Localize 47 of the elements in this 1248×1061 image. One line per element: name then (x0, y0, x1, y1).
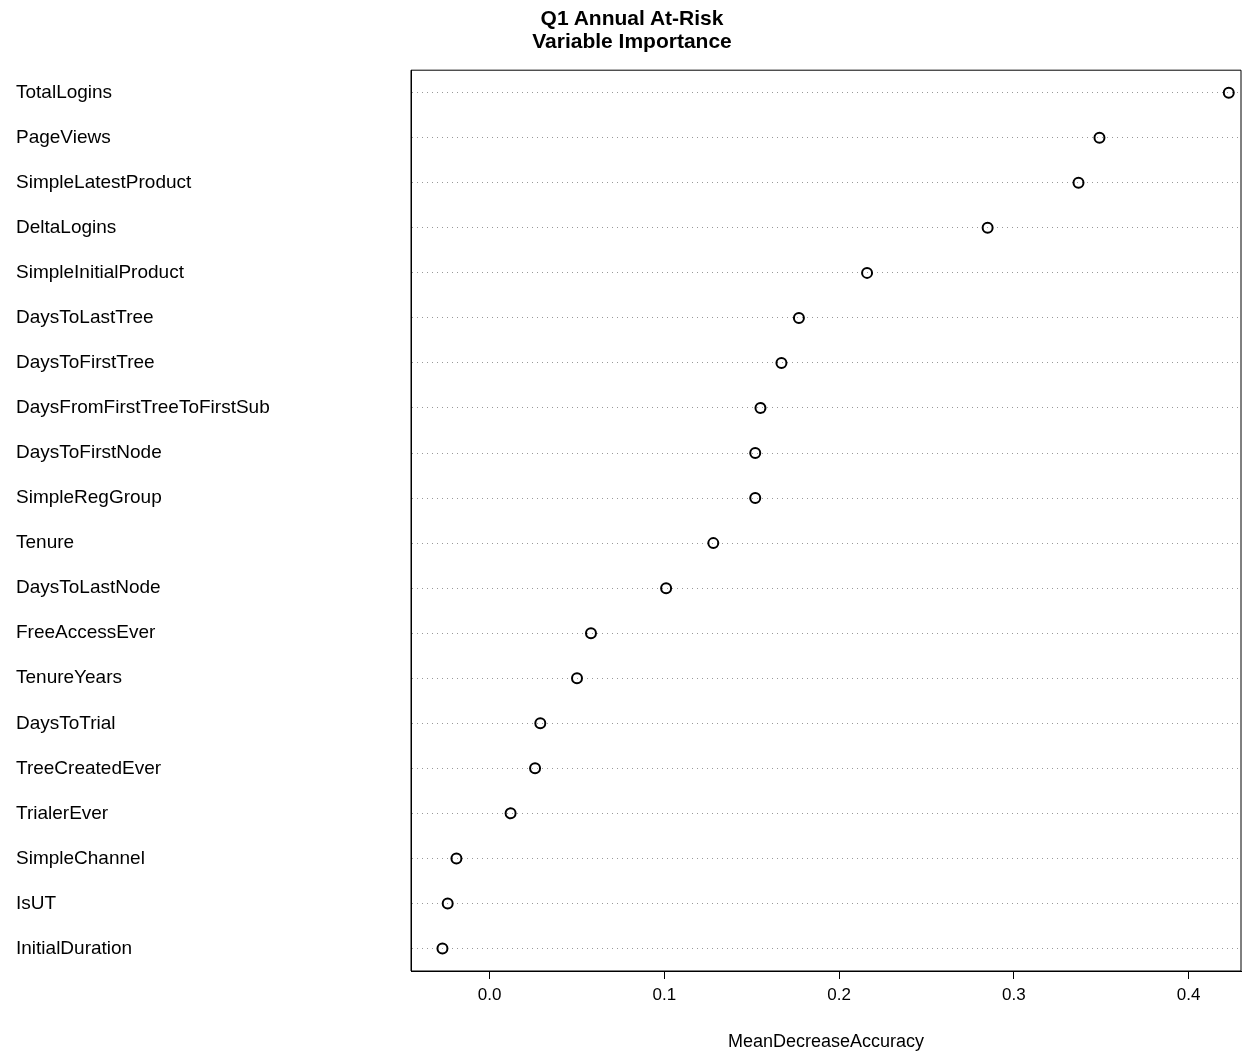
y-tick-label: SimpleLatestProduct (16, 171, 193, 193)
y-tick-label: Tenure (16, 531, 75, 553)
x-tick-label: 0.1 (652, 984, 677, 1004)
y-tick-label: DaysFromFirstTreeToFirstSub (16, 396, 270, 418)
point (584, 627, 597, 640)
point (775, 356, 788, 369)
y-tick-label: DaysToLastTree (16, 306, 154, 328)
y-tick-label: DaysToTrial (16, 711, 116, 733)
y-tick-label: FreeAccessEver (16, 621, 157, 643)
chart-title: Q1 Annual At-Risk Variable Importance (532, 6, 732, 53)
point (441, 897, 454, 910)
point (529, 762, 542, 775)
y-tick-label: IsUT (16, 891, 57, 913)
point (861, 266, 874, 279)
y-tick-label: PageViews (16, 125, 111, 147)
y-tick-label: SimpleRegGroup (16, 486, 162, 508)
point (504, 807, 517, 820)
point (1093, 131, 1106, 144)
y-tick-label: SimpleInitialProduct (16, 261, 185, 283)
y-tick-label: TenureYears (16, 666, 122, 688)
y-tick-label: TrialerEver (16, 801, 109, 823)
point (1222, 86, 1235, 99)
y-tick-label: DeltaLogins (16, 216, 117, 238)
y-tick-label: TreeCreatedEver (16, 756, 162, 778)
y-tick-label: InitialDuration (16, 936, 133, 958)
x-tick-label: 0.0 (477, 984, 502, 1004)
point (571, 672, 583, 685)
y-tick-label: SimpleChannel (16, 846, 145, 868)
point (660, 582, 673, 595)
point (792, 311, 805, 324)
x-tick-label: 0.2 (827, 984, 851, 1004)
y-tick-label: DaysToFirstNode (16, 441, 162, 463)
point (981, 221, 994, 234)
point (450, 852, 463, 865)
x-axis-title: MeanDecreaseAccuracy (727, 1031, 925, 1052)
point (1072, 176, 1085, 189)
y-tick-label: DaysToLastNode (16, 576, 161, 598)
point (754, 402, 767, 414)
y-tick-label: TotalLogins (16, 80, 113, 102)
x-tick-label: 0.3 (1002, 984, 1026, 1004)
x-tick-label: 0.4 (1176, 984, 1201, 1004)
point (749, 492, 762, 505)
y-tick-label: DaysToFirstTree (16, 351, 155, 373)
point (707, 537, 720, 550)
point (534, 717, 547, 730)
point (436, 942, 449, 955)
point (749, 447, 762, 460)
